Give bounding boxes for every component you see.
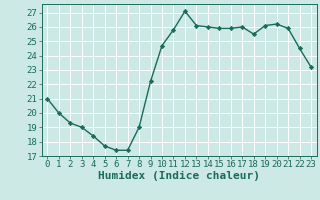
X-axis label: Humidex (Indice chaleur): Humidex (Indice chaleur) [98, 171, 260, 181]
